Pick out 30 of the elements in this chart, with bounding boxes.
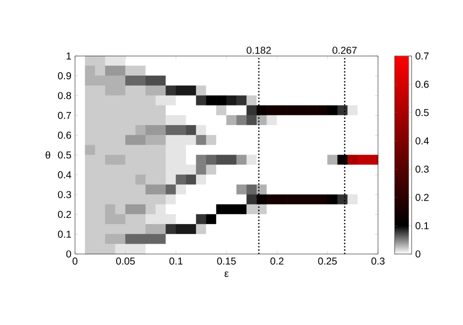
color-bar-label: 0.4 bbox=[416, 137, 429, 144]
y-tick-label: 0.5 bbox=[58, 151, 72, 159]
x-tick-label: 0.1 bbox=[169, 258, 182, 265]
y-axis-title: θ bbox=[46, 151, 50, 159]
y-tick-label: 0.3 bbox=[58, 191, 72, 198]
color-bar-label: 0.7 bbox=[416, 52, 429, 60]
x-tick-label: 0.05 bbox=[116, 258, 135, 265]
color-bar-label: 0.1 bbox=[416, 222, 429, 230]
y-tick-label: 0.9 bbox=[58, 72, 72, 80]
color-bar-label: 0.5 bbox=[416, 109, 429, 116]
x-tick-label: 0.25 bbox=[318, 258, 337, 265]
y-tick-label: 0.7 bbox=[58, 112, 71, 119]
color-bar-label: 0.3 bbox=[416, 166, 429, 173]
y-tick-label: 0.4 bbox=[58, 171, 72, 178]
x-tick-label: 0.2 bbox=[270, 258, 284, 265]
ref-line-label: 0.182 bbox=[246, 46, 271, 54]
y-tick-label: 0.8 bbox=[58, 92, 72, 100]
x-tick-label: 0 bbox=[72, 258, 78, 265]
y-tick-label: 0.6 bbox=[58, 132, 72, 139]
y-tick-label: 0.2 bbox=[58, 210, 71, 218]
y-tick-label: 0.1 bbox=[58, 230, 71, 238]
y-tick-label: 0 bbox=[66, 250, 72, 258]
color-bar-label: 0 bbox=[416, 250, 420, 258]
x-tick-label: 0.15 bbox=[217, 258, 236, 265]
x-axis-title: ε bbox=[224, 271, 229, 277]
ref-line-label: 0.267 bbox=[332, 46, 357, 54]
x-tick-label: 0.3 bbox=[371, 258, 385, 265]
y-tick-label: 1 bbox=[66, 52, 71, 60]
color-bar-label: 0.2 bbox=[416, 194, 429, 201]
color-bar-label: 0.6 bbox=[416, 80, 429, 88]
